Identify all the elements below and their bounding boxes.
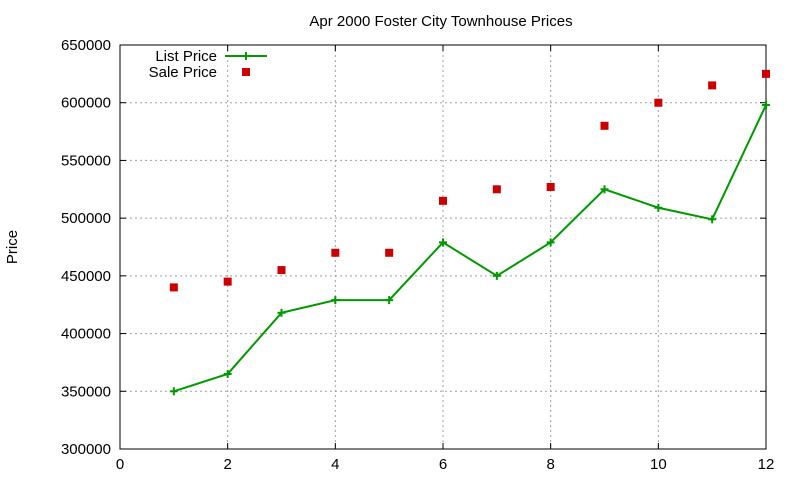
sale-price-point [762, 69, 770, 78]
sale-price-point [169, 283, 178, 292]
list-price-point [331, 296, 340, 305]
sale-price-point [492, 185, 501, 194]
list-price-point [223, 369, 232, 378]
list-price-point [277, 308, 286, 317]
data-series [169, 69, 770, 396]
y-tick-label: 600000 [61, 95, 111, 112]
chart-title: Apr 2000 Foster City Townhouse Prices [309, 13, 572, 30]
legend-swatch-list-marker [242, 52, 250, 60]
list-price-point [600, 185, 609, 194]
list-price-line [173, 104, 767, 393]
y-tick-label: 550000 [61, 152, 111, 169]
x-tick-label: 4 [331, 456, 339, 473]
grid-lines [120, 45, 766, 449]
y-tick-label: 350000 [61, 383, 111, 400]
y-tick-label: 500000 [61, 210, 111, 227]
list-price-point [654, 203, 663, 212]
list-price-point [546, 238, 555, 247]
list-price-point [492, 271, 501, 280]
sale-price-point [654, 98, 663, 107]
legend-swatch-sale-marker [242, 68, 250, 76]
sale-price-point [223, 277, 232, 286]
list-price-point [762, 101, 770, 110]
y-tick-label: 650000 [61, 37, 111, 54]
list-price-point [439, 238, 447, 247]
y-tick-label: 450000 [61, 268, 111, 285]
sale-price-point [439, 196, 447, 205]
list-price-point [708, 215, 717, 224]
sale-price-point [546, 182, 555, 191]
axis-ticks: 300000 350000 400000 450000 500000 550000 6000… [61, 37, 774, 473]
y-tick-label: 300000 [61, 441, 111, 458]
y-tick-label: 400000 [61, 326, 111, 343]
sale-price-point [277, 266, 286, 275]
sale-price-point [600, 121, 609, 130]
legend-label-list-price: List Price [155, 48, 217, 65]
x-tick-label: 10 [650, 456, 667, 473]
x-tick-label: 0 [116, 456, 124, 473]
x-tick-label: 2 [223, 456, 231, 473]
legend-label-sale-price: Sale Price [149, 64, 217, 81]
sale-price-point [331, 248, 340, 257]
y-axis-label: Price [4, 230, 21, 264]
x-tick-label: 8 [546, 456, 554, 473]
sale-price-point [385, 248, 394, 257]
sale-price-point [708, 81, 717, 90]
list-price-point [169, 387, 178, 396]
list-price-point [385, 296, 394, 305]
x-tick-label: 6 [439, 456, 447, 473]
plot-frame [119, 44, 767, 450]
x-tick-label: 12 [758, 456, 775, 473]
